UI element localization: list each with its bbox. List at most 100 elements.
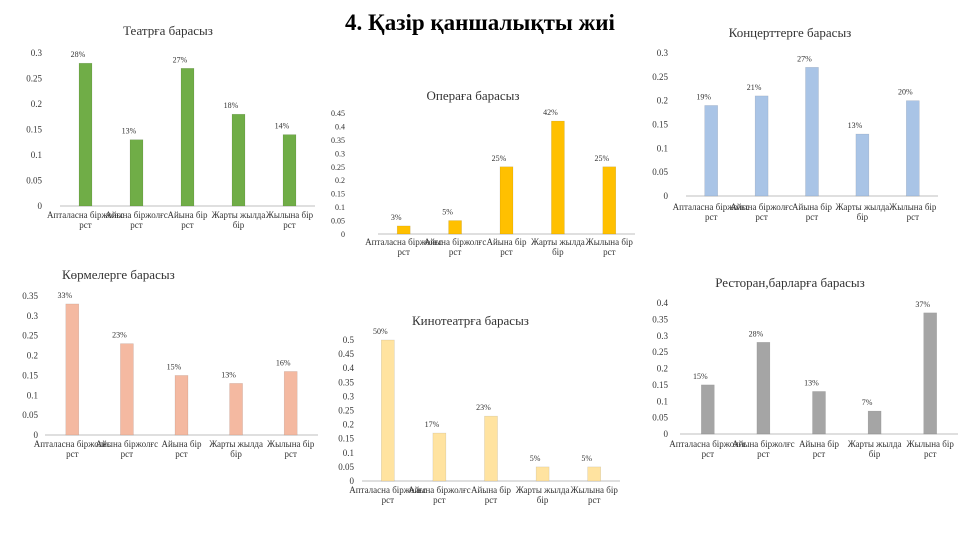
- category-label: рст: [382, 495, 394, 505]
- category-label: Айына бір: [799, 439, 840, 449]
- bar: [867, 410, 882, 435]
- y-tick-label: 0: [350, 476, 355, 486]
- data-label: 13%: [804, 378, 819, 387]
- category-label: Апталасна біржолғс: [349, 485, 426, 495]
- y-tick-label: 0.3: [343, 391, 355, 401]
- chart-title: Ресторан,барларға барасыз: [715, 275, 865, 290]
- y-tick-label: 0.2: [657, 96, 668, 106]
- y-tick-label: 0.45: [331, 109, 345, 118]
- y-tick-label: 0.05: [26, 176, 42, 186]
- category-label: Айына бір: [792, 202, 833, 212]
- data-label: 25%: [594, 154, 609, 163]
- y-tick-label: 0.15: [652, 380, 668, 390]
- bar: [129, 139, 144, 207]
- category-label: Айына біржолғс: [408, 485, 471, 495]
- category-label: рст: [500, 247, 512, 257]
- category-label: Айына біржолғс: [424, 237, 487, 247]
- data-label: 20%: [898, 88, 913, 97]
- category-label: Айына біржолғс: [105, 210, 168, 220]
- chart-title: Операға барасыз: [426, 88, 519, 103]
- bar: [120, 343, 134, 436]
- y-tick-label: 0.45: [338, 349, 354, 359]
- bar: [906, 100, 920, 197]
- category-label: Жылына бір: [907, 439, 955, 449]
- bar: [448, 220, 462, 235]
- y-tick-label: 0.4: [343, 363, 355, 373]
- data-label: 33%: [57, 291, 72, 300]
- data-label: 19%: [696, 92, 711, 101]
- y-tick-label: 0.2: [343, 420, 354, 430]
- data-label: 50%: [373, 327, 388, 336]
- category-label: рст: [79, 220, 91, 230]
- bar: [754, 95, 769, 197]
- y-tick-label: 0.3: [657, 48, 669, 58]
- bar: [812, 391, 826, 435]
- bar: [180, 68, 195, 207]
- category-label: бір: [233, 220, 245, 230]
- category-label: рст: [121, 449, 133, 459]
- category-label: рст: [433, 495, 445, 505]
- category-label: бір: [230, 449, 242, 459]
- chart-restaurants: Ресторан,барларға барасыз 0 0.05 0.1 0.15 0.2…: [652, 275, 958, 459]
- category-label: рст: [130, 220, 142, 230]
- data-label: 27%: [173, 55, 188, 64]
- chart-theatre: Театрға барасыз 0 0.05 0.1 0.15 0.2 0.25 0.3 28%…: [26, 23, 315, 230]
- bar: [551, 120, 565, 235]
- category-label: Жылына бір: [571, 485, 619, 495]
- category-label: рст: [705, 212, 717, 222]
- category-label: Апталасна біржолғс: [669, 439, 746, 449]
- y-tick-label: 0.3: [335, 149, 345, 158]
- y-tick-label: 0.05: [331, 217, 345, 226]
- y-tick-label: 0.5: [343, 335, 355, 345]
- category-label: Айына біржолғс: [732, 439, 795, 449]
- y-tick-label: 0.25: [331, 163, 345, 172]
- category-label: Айына біржолғс: [96, 439, 159, 449]
- data-label: 16%: [276, 358, 291, 367]
- bar: [701, 384, 715, 435]
- y-tick-label: 0.15: [338, 434, 354, 444]
- data-label: 5%: [530, 454, 541, 463]
- bar: [282, 134, 297, 207]
- y-tick-label: 0.1: [335, 203, 345, 212]
- category-label: Жарты жылда: [531, 237, 585, 247]
- y-tick-label: 0.35: [652, 314, 668, 324]
- chart-title: Концерттерге барасыз: [729, 25, 852, 40]
- data-label: 5%: [442, 208, 453, 217]
- y-tick-label: 0.15: [652, 120, 668, 130]
- category-label: рст: [813, 449, 825, 459]
- bar: [381, 339, 395, 482]
- bar: [704, 105, 718, 197]
- y-tick-label: 0.15: [26, 125, 42, 135]
- data-label: 13%: [122, 127, 137, 136]
- y-tick-label: 0.15: [22, 370, 38, 380]
- category-label: рст: [485, 495, 497, 505]
- data-label: 3%: [391, 213, 402, 222]
- category-label: рст: [66, 449, 78, 459]
- data-label: 13%: [848, 121, 863, 130]
- category-label: рст: [449, 247, 461, 257]
- y-tick-label: 0: [664, 191, 669, 201]
- category-label: Жылына бір: [267, 439, 315, 449]
- category-label: бір: [869, 449, 881, 459]
- bar: [535, 466, 550, 482]
- data-label: 15%: [693, 372, 708, 381]
- y-tick-label: 0.3: [31, 48, 43, 58]
- category-label: рст: [907, 212, 919, 222]
- data-label: 28%: [749, 329, 764, 338]
- category-label: рст: [603, 247, 615, 257]
- category-label: рст: [283, 220, 295, 230]
- category-label: бір: [537, 495, 549, 505]
- category-label: Айына бір: [471, 485, 512, 495]
- category-label: Айына бір: [486, 237, 527, 247]
- bar: [587, 466, 601, 482]
- y-tick-label: 0.1: [31, 150, 42, 160]
- category-label: рст: [757, 449, 769, 459]
- y-tick-label: 0.05: [652, 413, 668, 423]
- category-label: рст: [806, 212, 818, 222]
- y-tick-label: 0.2: [31, 99, 42, 109]
- data-label: 5%: [581, 454, 592, 463]
- category-label: Жарты жылда: [212, 210, 266, 220]
- bar: [855, 133, 870, 197]
- data-label: 25%: [492, 154, 507, 163]
- chart-title: Көрмелерге барасыз: [62, 267, 175, 282]
